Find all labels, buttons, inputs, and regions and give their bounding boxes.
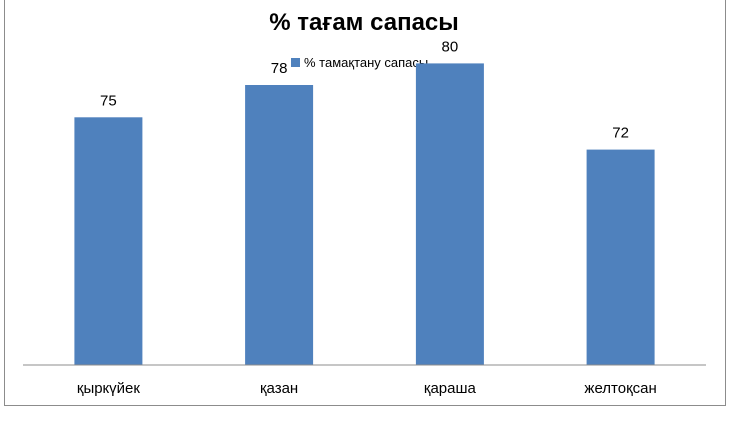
bars-group: [74, 63, 655, 366]
chart-title: % тағам сапасы: [269, 9, 459, 36]
legend-swatch: [291, 58, 300, 67]
data-label-3: 80: [442, 38, 459, 55]
data-label-1: 75: [100, 92, 117, 109]
legend-label: % тамақтану сапасы: [304, 55, 428, 70]
x-tick-label-1: қыркүйек: [77, 380, 140, 397]
x-tick-label-2: қазан: [260, 380, 298, 397]
bar-4: [586, 149, 655, 365]
x-tick-label-4: желтоқсан: [584, 380, 656, 397]
bar-2: [245, 85, 314, 365]
x-tick-label-3: қараша: [424, 380, 477, 397]
data-label-2: 78: [271, 60, 288, 77]
bar-1: [74, 117, 143, 365]
data-labels-group: 75 78 80 72: [100, 38, 629, 141]
data-label-4: 72: [612, 125, 629, 142]
bar-3: [415, 63, 484, 366]
x-tick-labels-group: қыркүйек қазан қараша желтоқсан: [77, 380, 657, 397]
